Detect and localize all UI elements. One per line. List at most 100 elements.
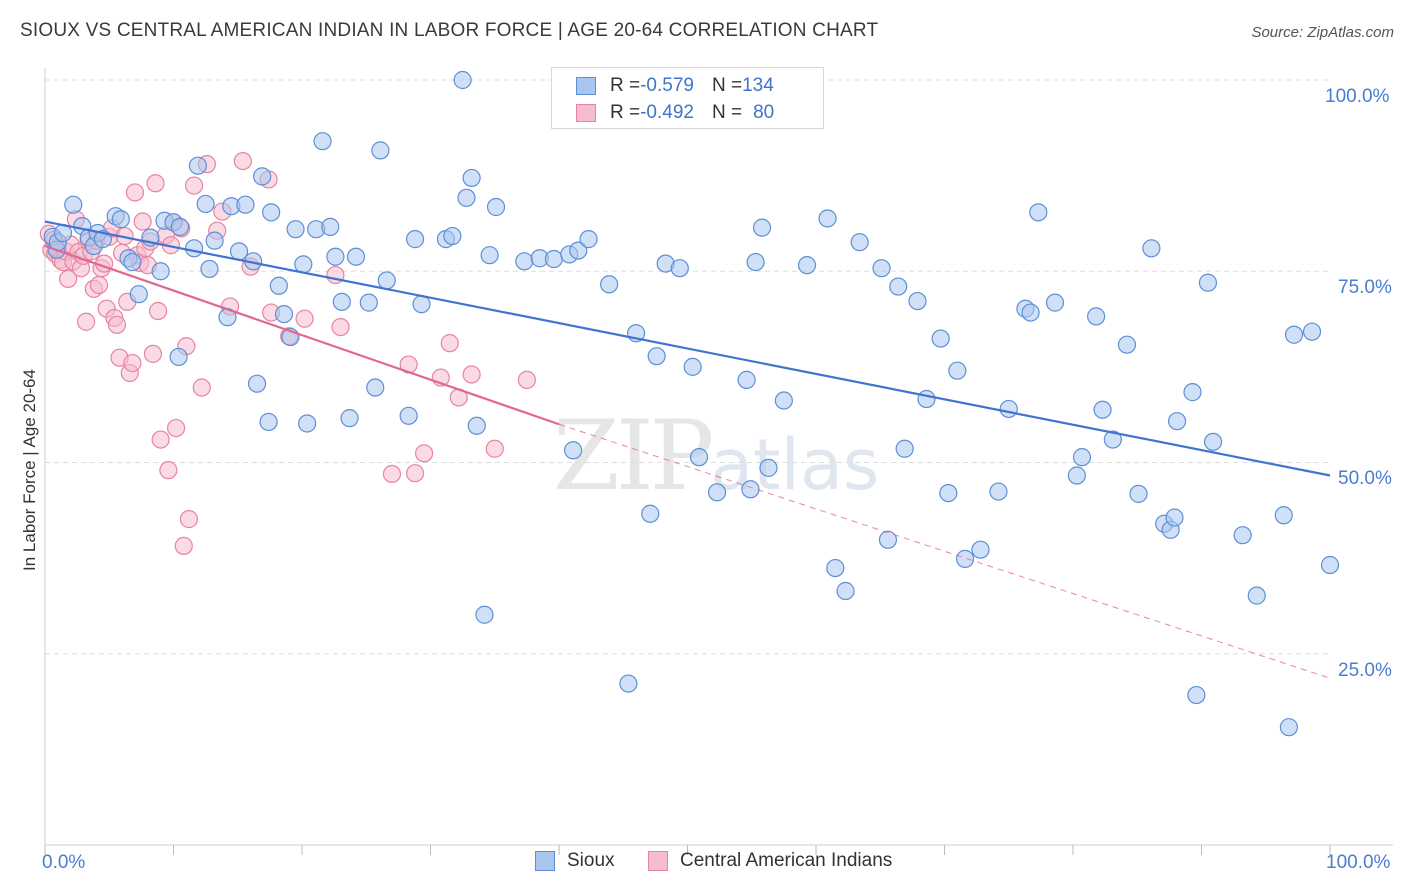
sioux-point [836, 581, 855, 601]
sioux-point [462, 168, 481, 188]
cai-point [146, 174, 165, 193]
sioux-point [1183, 383, 1202, 402]
cai-point [148, 301, 168, 321]
sioux-point [917, 389, 936, 409]
sioux-point [1142, 239, 1161, 258]
sioux-point [1021, 303, 1040, 322]
sioux-point [971, 540, 990, 559]
cai-point [462, 365, 481, 384]
sioux-points [43, 70, 1340, 737]
central-american-indians-points [39, 151, 536, 555]
sioux-point [1129, 484, 1148, 503]
sioux-point [774, 391, 793, 410]
cai-trend-line [44, 244, 560, 426]
legend-label-sioux: Sioux [567, 850, 615, 871]
legend-r-label: R = [610, 102, 641, 123]
sioux-point [1093, 400, 1112, 419]
sioux-point [366, 378, 385, 397]
sioux-point [872, 259, 891, 278]
sioux-point [286, 220, 305, 239]
sioux-point [123, 252, 142, 272]
legend-n-label: N = [711, 75, 743, 96]
sioux-point [689, 448, 709, 467]
sioux-point [746, 252, 765, 272]
sioux-point [170, 217, 190, 236]
sioux-point [346, 247, 366, 266]
sioux-point [1198, 273, 1218, 292]
cai-point [151, 430, 170, 449]
legend-item-sioux[interactable]: Sioux [535, 850, 615, 872]
sioux-trend-line [44, 220, 1331, 477]
sioux-point [1045, 293, 1065, 312]
sioux-point [359, 293, 378, 312]
sioux-point [544, 249, 563, 269]
sioux-point [955, 549, 975, 568]
legend-n-value: 134 [742, 75, 774, 96]
sioux-point [313, 132, 332, 151]
sioux-point [467, 416, 486, 435]
sioux-swatch [576, 77, 596, 95]
sioux-point [797, 256, 817, 275]
sioux-point [741, 480, 760, 499]
sioux-point [878, 530, 898, 549]
cai-point [295, 309, 314, 328]
sioux-point [443, 226, 462, 246]
cai-point [133, 212, 152, 231]
sioux-point [515, 252, 534, 271]
sioux-point [326, 247, 345, 266]
sioux-point [486, 197, 506, 217]
sioux-point [399, 406, 418, 425]
series-legend: Sioux Central American Indians [0, 850, 1406, 878]
cai-point [89, 275, 109, 295]
sioux-point [151, 262, 170, 281]
sioux-point [169, 347, 188, 367]
sioux-point [569, 241, 588, 260]
sioux-point [889, 277, 908, 296]
sioux-point [939, 484, 958, 503]
sioux-point [274, 304, 294, 324]
sioux-point [707, 483, 727, 502]
legend-row-sioux: R = -0.579 N = 134 [576, 74, 774, 98]
sioux-point [759, 458, 778, 477]
cai-point [166, 418, 186, 438]
sioux-point [129, 285, 148, 304]
sioux-point [321, 217, 340, 236]
cai-point [159, 461, 178, 480]
sioux-point [670, 259, 689, 278]
cai-point [179, 510, 199, 529]
sioux-point [1203, 432, 1223, 451]
sioux-point [64, 195, 83, 214]
sioux-point [371, 141, 390, 160]
sioux-legend-swatch [535, 851, 555, 871]
cai-point [517, 370, 536, 389]
cai-point [331, 317, 350, 337]
sioux-point [259, 412, 278, 432]
sioux-point [1087, 307, 1106, 326]
cai-point [123, 353, 142, 373]
cai-point [174, 536, 193, 555]
chart-source: Source: ZipAtlas.com [1251, 24, 1394, 41]
watermark-atlas: atlas [710, 424, 880, 506]
cai-point [192, 378, 211, 397]
y-tick-label-25: 25.0% [1338, 660, 1392, 681]
legend-r-value: -0.492 [640, 102, 694, 123]
sioux-point [1274, 506, 1293, 525]
sioux-point [1279, 718, 1298, 737]
sioux-point [818, 209, 837, 228]
sioux-point [269, 276, 288, 295]
sioux-point [236, 195, 255, 214]
legend-label-central-american-indians: Central American Indians [680, 850, 893, 871]
sioux-point [931, 329, 950, 348]
sioux-point [1233, 526, 1252, 545]
sioux-point [641, 504, 660, 523]
cai-swatch [576, 104, 596, 122]
legend-item-central-american-indians[interactable]: Central American Indians [648, 850, 892, 872]
sioux-point [564, 441, 583, 460]
sioux-point [184, 239, 204, 258]
x-tick-label-min: 0.0% [42, 852, 86, 873]
sioux-point [647, 347, 666, 366]
cai-point [440, 334, 459, 353]
sioux-point [1029, 203, 1048, 222]
cai-point [125, 183, 145, 202]
